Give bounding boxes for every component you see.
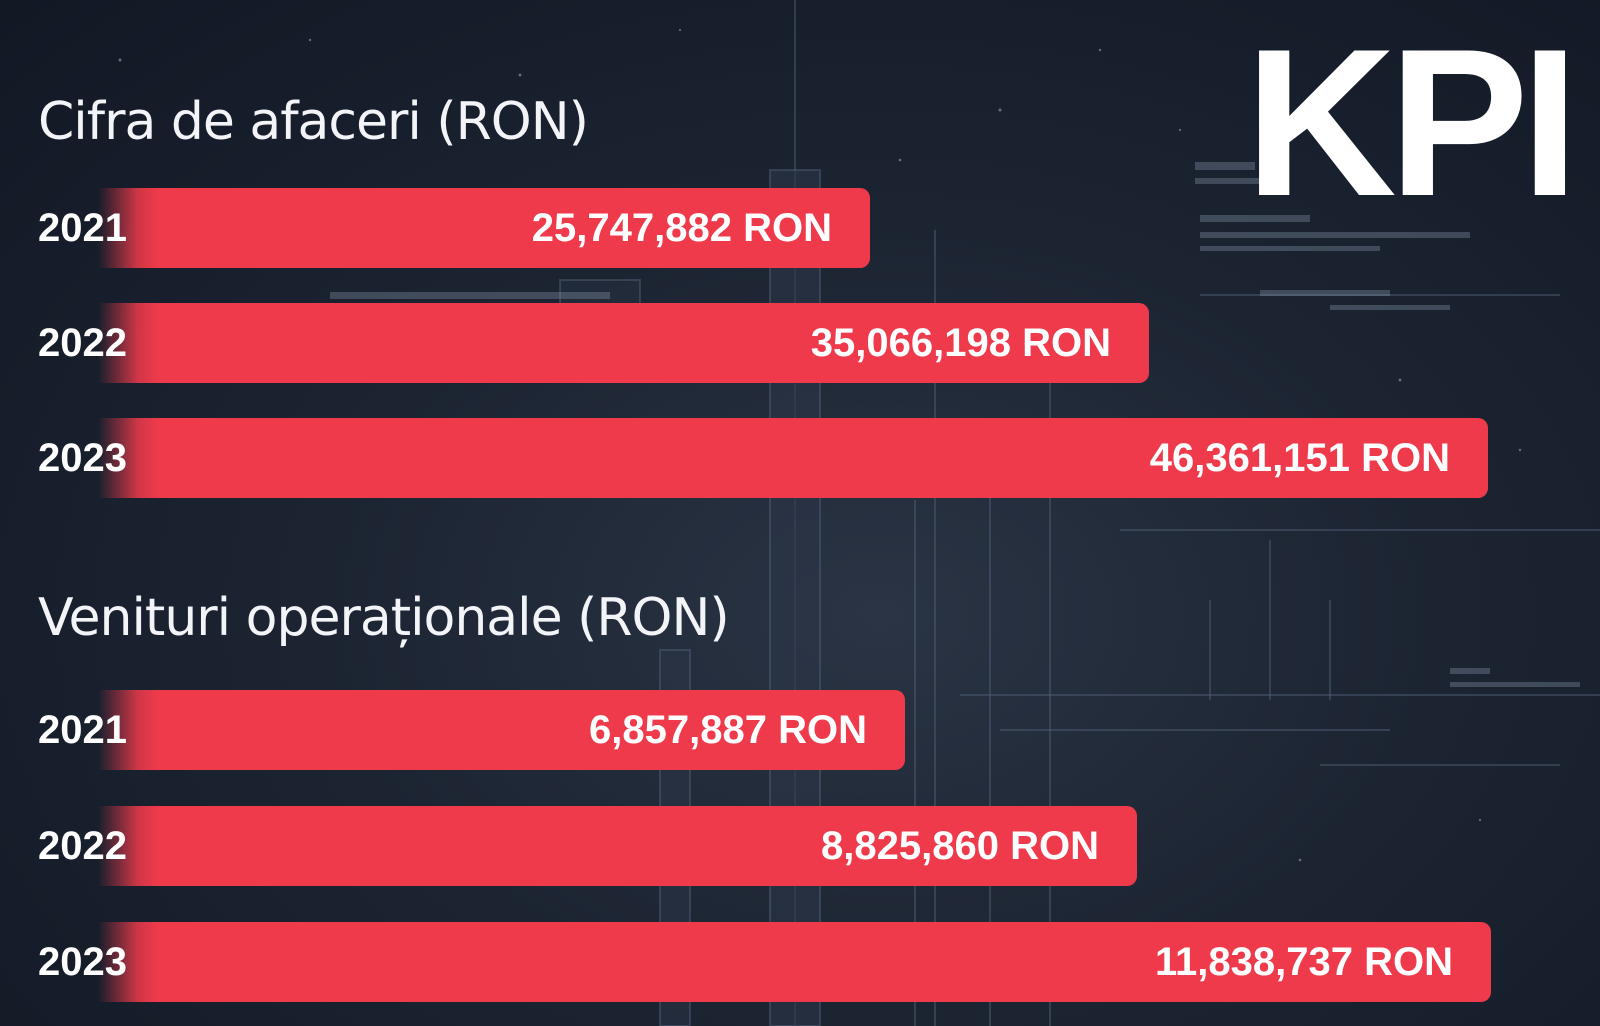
turnover-value-label-2021: 25,747,882 RON <box>531 206 832 250</box>
turnover-row-2022: 35,066,198 RON 2022 <box>0 303 1600 383</box>
turnover-year-label-2021: 2021 <box>38 206 127 250</box>
operating-revenue-value-label-2022: 8,825,860 RON <box>821 824 1099 868</box>
turnover-bar-2022: 35,066,198 RON <box>98 303 1149 383</box>
turnover-row-2023: 46,361,151 RON 2023 <box>0 418 1600 498</box>
operating-revenue-value-label-2021: 6,857,887 RON <box>589 708 867 752</box>
turnover-value-label-2023: 46,361,151 RON <box>1149 436 1450 480</box>
operating-revenue-row-2022: 8,825,860 RON 2022 <box>0 806 1600 886</box>
operating-revenue-year-label-2021: 2021 <box>38 708 127 752</box>
turnover-bar-2021: 25,747,882 RON <box>98 188 870 268</box>
chart-title-operating-revenue: Venituri operaționale (RON) <box>38 588 730 648</box>
turnover-year-label-2022: 2022 <box>38 321 127 365</box>
operating-revenue-bar-2022: 8,825,860 RON <box>98 806 1137 886</box>
kpi-heading: KPI <box>1245 5 1579 240</box>
chart-title-turnover: Cifra de afaceri (RON) <box>38 92 589 152</box>
turnover-row-2021: 25,747,882 RON 2021 <box>0 188 1600 268</box>
operating-revenue-year-label-2023: 2023 <box>38 940 127 984</box>
operating-revenue-row-2023: 11,838,737 RON 2023 <box>0 922 1600 1002</box>
operating-revenue-year-label-2022: 2022 <box>38 824 127 868</box>
turnover-year-label-2023: 2023 <box>38 436 127 480</box>
operating-revenue-row-2021: 6,857,887 RON 2021 <box>0 690 1600 770</box>
operating-revenue-value-label-2023: 11,838,737 RON <box>1155 940 1453 984</box>
operating-revenue-bar-2021: 6,857,887 RON <box>98 690 905 770</box>
turnover-value-label-2022: 35,066,198 RON <box>810 321 1111 365</box>
turnover-bar-2023: 46,361,151 RON <box>98 418 1488 498</box>
operating-revenue-bar-2023: 11,838,737 RON <box>98 922 1491 1002</box>
